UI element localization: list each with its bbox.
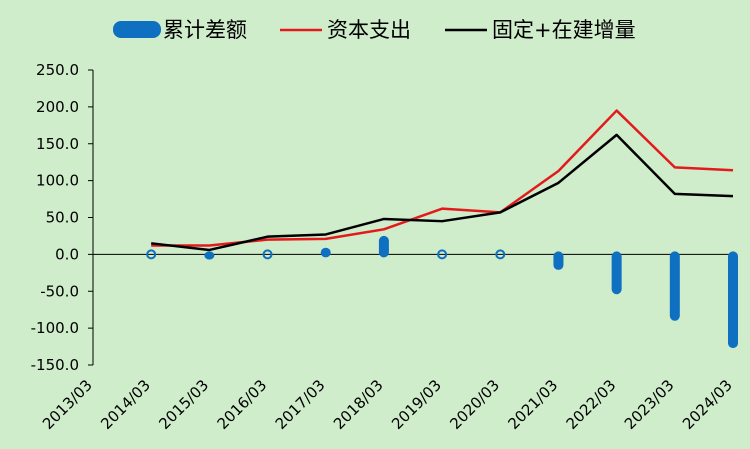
bar-cumulative-diff bbox=[320, 247, 331, 258]
y-tick-label: -50.0 bbox=[40, 282, 79, 300]
legend: 累计差额 资本支出 固定+在建增量 bbox=[113, 18, 636, 42]
x-tick-label: 2015/03 bbox=[155, 376, 212, 433]
legend-label: 固定+在建增量 bbox=[492, 18, 636, 42]
bar-cumulative-diff bbox=[611, 251, 622, 295]
y-tick-label: -100.0 bbox=[31, 319, 79, 337]
bar-cumulative-diff bbox=[728, 251, 738, 349]
bar-cumulative-diff bbox=[437, 249, 448, 260]
x-tick-label: 2017/03 bbox=[272, 376, 329, 433]
y-tick-label: 100.0 bbox=[36, 172, 79, 190]
legend-label: 累计差额 bbox=[163, 18, 247, 42]
line-fixed-construction-increase bbox=[151, 133, 734, 252]
bar-cumulative-diff bbox=[262, 249, 273, 260]
x-tick-label: 2021/03 bbox=[504, 376, 561, 433]
bar-cumulative-diff bbox=[146, 249, 157, 260]
y-tick-label: 50.0 bbox=[46, 209, 79, 227]
legend-label: 资本支出 bbox=[327, 18, 411, 42]
line-capex bbox=[151, 109, 734, 247]
x-tick-label: 2014/03 bbox=[97, 376, 154, 433]
legend-bar-swatch bbox=[113, 21, 161, 38]
x-tick-label: 2019/03 bbox=[388, 376, 445, 433]
x-tick-label: 2013/03 bbox=[39, 376, 96, 433]
bar-cumulative-diff bbox=[553, 251, 564, 270]
x-tick-label: 2023/03 bbox=[621, 376, 678, 433]
y-tick-label: 150.0 bbox=[36, 135, 79, 153]
bar-cumulative-diff bbox=[495, 249, 506, 260]
y-tick-label: -150.0 bbox=[31, 356, 79, 374]
x-tick-label: 2018/03 bbox=[330, 376, 387, 433]
bar-cumulative-diff bbox=[204, 251, 215, 260]
bar-cumulative-diff bbox=[378, 235, 389, 258]
y-tick-label: 200.0 bbox=[36, 98, 79, 116]
line-series bbox=[151, 109, 734, 252]
x-tick-label: 2022/03 bbox=[563, 376, 620, 433]
x-tick-label: 2024/03 bbox=[679, 376, 736, 433]
y-tick-label: 0.0 bbox=[55, 245, 79, 263]
bar-cumulative-diff bbox=[669, 251, 680, 321]
x-tick-label: 2016/03 bbox=[214, 376, 271, 433]
y-tick-label: 250.0 bbox=[36, 61, 79, 79]
x-tick-label: 2020/03 bbox=[446, 376, 503, 433]
bar-series bbox=[146, 235, 738, 349]
